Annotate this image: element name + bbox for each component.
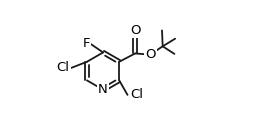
Text: N: N: [98, 83, 108, 96]
Text: O: O: [130, 24, 140, 37]
Text: Cl: Cl: [130, 88, 143, 101]
Text: F: F: [82, 37, 90, 50]
Text: Cl: Cl: [57, 61, 70, 75]
Text: O: O: [145, 48, 155, 61]
